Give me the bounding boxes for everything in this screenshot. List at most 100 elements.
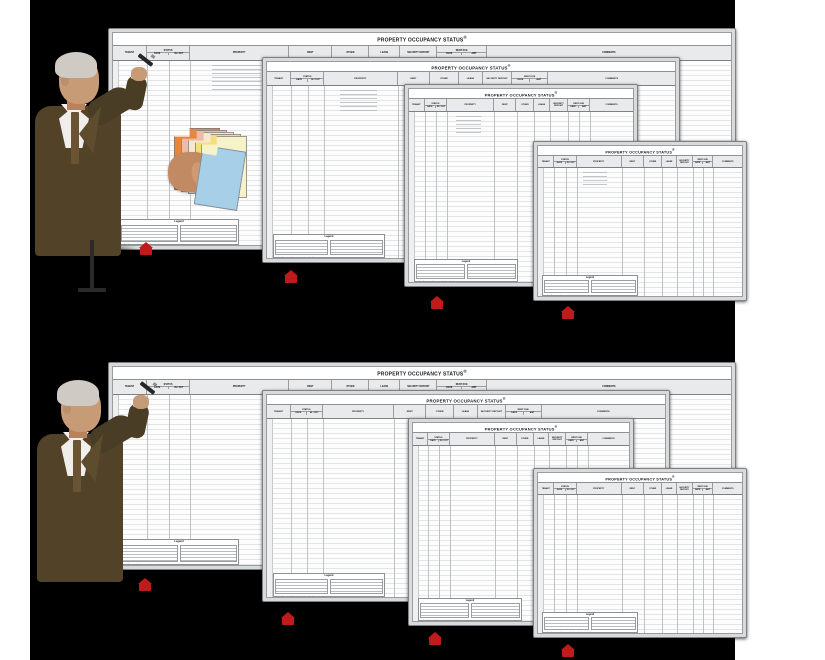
house-marker[interactable] [430, 296, 444, 309]
legend-footnote: Magnatag ® Visible Systems — Property Oc… [545, 294, 588, 295]
legend-panel [180, 544, 237, 562]
house-marker[interactable] [284, 270, 298, 283]
header-col-rent: RENT [622, 483, 645, 495]
header-col-rent: RENT [494, 99, 517, 112]
card-blue-held [194, 145, 247, 211]
header-col-lease: LEASE [662, 156, 677, 168]
legend-panel [330, 239, 383, 255]
header-col-property: PROPERTY [577, 156, 622, 168]
presenter-bottom [35, 378, 158, 590]
legend-panel [275, 239, 328, 255]
header-col-tenant: TENANT [413, 433, 429, 446]
header-col-property: PROPERTY [190, 379, 290, 394]
board-title: PROPERTY OCCUPANCY STATUS® [409, 89, 633, 100]
header-col-security-deposit: SECURITY DEPOSIT [483, 72, 512, 86]
header-col-rent-due: RENT DUE DATE AMT [511, 72, 549, 86]
board-8[interactable]: PROPERTY OCCUPANCY STATUS® TENANT STATUS… [533, 468, 747, 638]
header-col-property: PROPERTY [577, 483, 622, 495]
header-col-property: PROPERTY [190, 45, 290, 60]
presenter-top [33, 48, 156, 263]
header-col-lease: LEASE [662, 483, 677, 495]
legend-footnote: Magnatag ® Visible Systems — Property Oc… [122, 563, 165, 564]
legend-panel [420, 603, 469, 618]
header-col-other: OTHER [332, 379, 370, 394]
header-col-lease: LEASE [369, 45, 401, 60]
board-title: PROPERTY OCCUPANCY STATUS® [113, 367, 731, 380]
row-number-strip [538, 168, 544, 296]
header-col-rent-due: RENT DUE DATE AMT [693, 483, 714, 495]
board-4[interactable]: PROPERTY OCCUPANCY STATUS® TENANT STATUS… [533, 141, 747, 301]
legend-title: Legend [324, 574, 334, 577]
header-col-status: STATUS DATE IN / OUT [291, 72, 325, 86]
header-col-status: STATUS DATE IN / OUT [290, 405, 323, 419]
header-col-property: PROPERTY [324, 72, 398, 86]
house-marker[interactable] [561, 306, 575, 319]
header-col-lease: LEASE [454, 405, 478, 419]
header-col-comments: COMMENTS [605, 77, 619, 80]
header-col-other: OTHER [517, 433, 534, 446]
legend-title: Legend [585, 277, 595, 279]
grid-rows [538, 168, 742, 296]
header-col-tenant: TENANT [538, 156, 555, 168]
header-col-comments: COMMENTS [605, 104, 618, 107]
header-col-tenant: TENANT [409, 99, 425, 112]
legend-title: Legend [465, 599, 475, 602]
house-marker[interactable] [428, 632, 442, 645]
header-col-comments: COMMENTS [602, 385, 616, 388]
legend-box: Legend Magnatag ® Visible Systems — Prop… [119, 539, 239, 565]
house-marker[interactable] [281, 612, 295, 625]
row-number-strip [409, 112, 415, 282]
legend-title: Legend [324, 235, 334, 238]
header-col-status: STATUS DATE IN / OUT [554, 483, 577, 495]
header-col-security-deposit: SECURITY DEPOSIT [677, 156, 693, 168]
legend-box: Legend Magnatag ® Visible Systems — Prop… [542, 275, 638, 296]
board-title: PROPERTY OCCUPANCY STATUS® [267, 395, 665, 406]
sample-entry-marks [582, 172, 608, 189]
board-title: PROPERTY OCCUPANCY STATUS® [413, 423, 629, 434]
header-col-security-deposit: SECURITY DEPOSIT [400, 379, 438, 394]
row-number-strip [267, 86, 273, 258]
header-col-property: PROPERTY [447, 99, 495, 112]
board-grid[interactable] [538, 168, 742, 296]
header-col-tenant: TENANT [113, 45, 147, 60]
legend-panel [121, 224, 178, 242]
legend-panel [471, 603, 520, 618]
legend-title: Legend [174, 540, 184, 543]
legend-footnote: Magnatag ® Visible Systems — Property Oc… [417, 280, 460, 281]
house-marker[interactable] [139, 242, 153, 255]
legend-panel [544, 280, 589, 293]
legend-box: Legend Magnatag ® Visible Systems — Prop… [273, 234, 385, 258]
header-col-security-deposit: SECURITY DEPOSIT [400, 45, 438, 60]
legend-title: Legend [174, 220, 184, 223]
header-col-lease: LEASE [369, 379, 401, 394]
header-col-rent: RENT [398, 72, 431, 86]
header-col-tenant: TENANT [267, 72, 292, 86]
grid-rows [538, 495, 742, 633]
row-number-strip [413, 446, 419, 621]
house-marker[interactable] [561, 644, 575, 657]
header-col-rent: RENT [289, 379, 333, 394]
legend-panel [591, 280, 636, 293]
header-col-rent: RENT [495, 433, 517, 446]
board-title: PROPERTY OCCUPANCY STATUS® [113, 33, 731, 46]
legend-panel [330, 578, 383, 594]
legend-footnote: Magnatag ® Visible Systems — Property Oc… [421, 619, 464, 620]
header-col-security-deposit: SECURITY DEPOSIT [550, 99, 568, 112]
house-marker[interactable] [138, 578, 152, 591]
sample-entry-marks [211, 64, 262, 91]
legend-box: Legend Magnatag ® Visible Systems — Prop… [273, 573, 385, 597]
header-col-rent: RENT [394, 405, 427, 419]
board-grid[interactable] [538, 495, 742, 633]
legend-panel [467, 264, 516, 279]
header-col-comments: COMMENTS [602, 438, 615, 441]
header-col-other: OTHER [332, 45, 370, 60]
header-col-property: PROPERTY [450, 433, 496, 446]
header-col-lease: LEASE [459, 72, 484, 86]
legend-footnote: Magnatag ® Visible Systems — Property Oc… [276, 595, 319, 596]
header-col-comments: COMMENTS [596, 410, 610, 413]
header-col-rent-due: RENT DUE DATE AMT [437, 45, 487, 60]
legend-title: Legend [585, 614, 595, 616]
header-col-status: STATUS DATE IN / OUT [554, 156, 577, 168]
header-col-property: PROPERTY [323, 405, 395, 419]
